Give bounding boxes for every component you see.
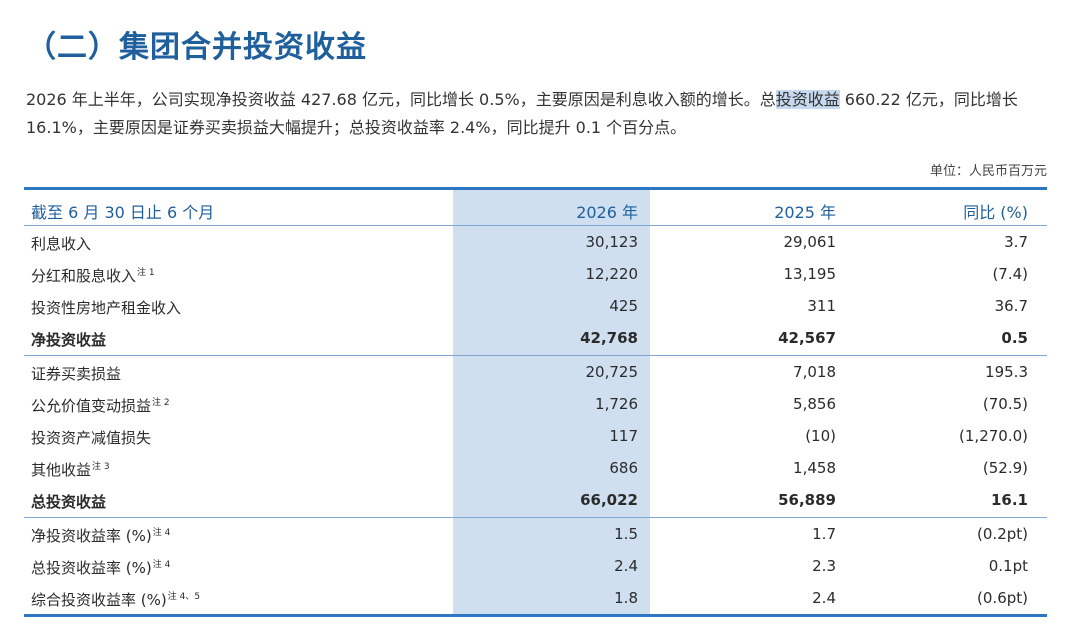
value-2025: 56,889 xyxy=(778,491,836,509)
row-label: 净投资收益率 (%)注 4 xyxy=(31,525,170,546)
value-2026: 42,768 xyxy=(580,329,638,347)
row-label: 总投资收益率 (%)注 4 xyxy=(31,557,170,578)
value-yoy: (0.2pt) xyxy=(977,525,1028,543)
value-2026: 686 xyxy=(609,459,638,477)
row-label: 综合投资收益率 (%)注 4、5 xyxy=(31,589,200,610)
section-title: （二）集团合并投资收益 xyxy=(26,30,367,65)
value-2026: 1.5 xyxy=(614,525,638,543)
group-rule-1 xyxy=(24,355,1047,356)
row-label-text: 净投资收益 xyxy=(31,331,107,349)
row-label-text: 利息收入 xyxy=(31,235,92,253)
value-yoy: (1,270.0) xyxy=(959,427,1028,445)
summary-text-part2: 660.22 亿元，同比增长 16.1%，主要原因是证券买卖损益大幅提升；总投资… xyxy=(26,90,1018,137)
value-2026: 1.8 xyxy=(614,589,638,607)
row-label-text: 公允价值变动损益 xyxy=(31,397,152,415)
row-label: 净投资收益 xyxy=(31,329,106,350)
row-footnote-ref: 注 4、5 xyxy=(167,592,201,602)
row-footnote-ref: 注 1 xyxy=(137,268,155,278)
row-label-text: 净投资收益率 (%) xyxy=(31,527,152,545)
table-top-rule xyxy=(24,187,1047,190)
row-label-text: 综合投资收益率 (%) xyxy=(31,591,167,609)
value-2025: (10) xyxy=(805,427,836,445)
group-rule-2 xyxy=(24,517,1047,518)
table-bottom-rule xyxy=(24,614,1047,617)
value-2025: 2.3 xyxy=(812,557,836,575)
summary-text-highlight[interactable]: 投资收益 xyxy=(775,90,840,109)
value-2026: 20,725 xyxy=(585,363,639,381)
value-yoy: 0.1pt xyxy=(988,557,1028,575)
row-footnote-ref: 注 2 xyxy=(152,398,170,408)
value-2026: 2.4 xyxy=(614,557,638,575)
row-label: 投资资产减值损失 xyxy=(31,427,151,448)
value-2026: 30,123 xyxy=(585,233,639,251)
value-2025: 42,567 xyxy=(778,329,836,347)
value-2025: 1,458 xyxy=(793,459,836,477)
value-2026: 66,022 xyxy=(580,491,638,509)
value-2025: 29,061 xyxy=(783,233,837,251)
row-label: 总投资收益 xyxy=(31,491,106,512)
header-period: 截至 6 月 30 日止 6 个月 xyxy=(31,203,215,222)
summary-text-part1: 2026 年上半年，公司实现净投资收益 427.68 亿元，同比增长 0.5%，… xyxy=(26,90,776,109)
row-label: 分红和股息收入注 1 xyxy=(31,265,155,286)
row-footnote-ref: 注 4 xyxy=(152,560,171,570)
value-2026: 1,726 xyxy=(595,395,638,413)
value-2025: 7,018 xyxy=(793,363,836,381)
value-2026: 12,220 xyxy=(585,265,639,283)
value-yoy: (0.6pt) xyxy=(977,589,1028,607)
summary-paragraph: 2026 年上半年，公司实现净投资收益 427.68 亿元，同比增长 0.5%，… xyxy=(26,86,1060,142)
value-2025: 5,856 xyxy=(793,395,836,413)
row-label-text: 总投资收益率 (%) xyxy=(31,559,152,577)
value-2025: 2.4 xyxy=(812,589,836,607)
row-footnote-ref: 注 4 xyxy=(152,528,171,538)
row-label-text: 分红和股息收入 xyxy=(31,267,137,285)
value-yoy: 36.7 xyxy=(994,297,1028,315)
row-label-text: 投资资产减值损失 xyxy=(31,429,152,447)
value-yoy: (52.9) xyxy=(982,459,1028,477)
value-2025: 13,195 xyxy=(783,265,837,283)
value-yoy: 3.7 xyxy=(1004,233,1028,251)
value-yoy: (7.4) xyxy=(992,265,1028,283)
row-label: 利息收入 xyxy=(31,233,91,254)
row-label: 投资性房地产租金收入 xyxy=(31,297,181,318)
value-2025: 1.7 xyxy=(812,525,836,543)
value-yoy: 16.1 xyxy=(990,491,1028,509)
value-yoy: 195.3 xyxy=(985,363,1028,381)
row-label-text: 总投资收益 xyxy=(31,493,107,511)
value-2026: 117 xyxy=(609,427,638,445)
header-2025: 2025 年 xyxy=(774,203,836,222)
value-2025: 311 xyxy=(807,297,836,315)
row-label-text: 证券买卖损益 xyxy=(31,365,122,383)
value-yoy: 0.5 xyxy=(1001,329,1028,347)
value-yoy: (70.5) xyxy=(982,395,1028,413)
row-footnote-ref: 注 3 xyxy=(92,462,110,472)
row-label-text: 其他收益 xyxy=(31,461,92,479)
header-2026: 2026 年 xyxy=(576,203,638,222)
value-2026: 425 xyxy=(609,297,638,315)
header-rule xyxy=(24,225,1047,226)
row-label-text: 投资性房地产租金收入 xyxy=(31,299,182,317)
row-label: 其他收益注 3 xyxy=(31,459,110,480)
unit-label: 单位：人民币百万元 xyxy=(929,164,1047,179)
row-label: 公允价值变动损益注 2 xyxy=(31,395,170,416)
highlight-column-2026 xyxy=(453,187,650,614)
header-yoy: 同比 (%) xyxy=(963,203,1028,222)
row-label: 证券买卖损益 xyxy=(31,363,121,384)
